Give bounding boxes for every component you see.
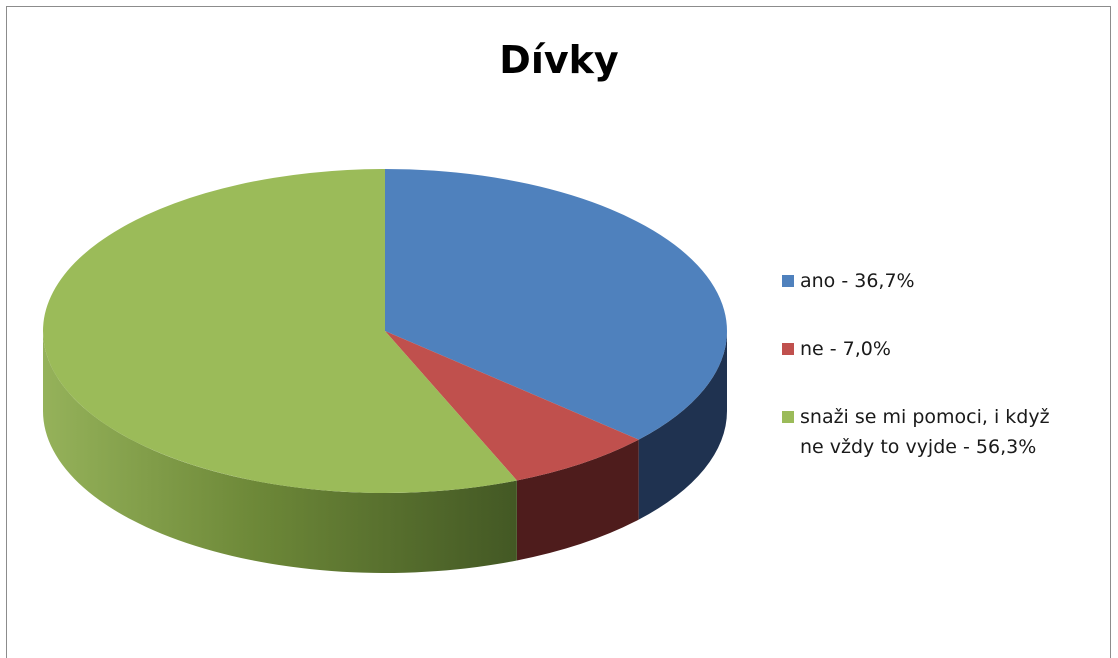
pie-slice-ano — [385, 169, 727, 440]
pie-slice-ne — [385, 331, 639, 481]
legend-item-ne: ne - 7,0% — [778, 334, 1078, 364]
pie-slice-snazi — [43, 169, 517, 493]
chart-legend: ano - 36,7% ne - 7,0% snaži se mi pomoci… — [778, 266, 1078, 500]
legend-label-ne: ne - 7,0% — [800, 338, 891, 360]
legend-item-snazi: snaži se mi pomoci, i když ne vždy to vy… — [778, 402, 1078, 462]
pie-side-snazi — [43, 331, 517, 573]
chart-title: Dívky — [499, 38, 619, 82]
legend-swatch-ano — [782, 275, 794, 287]
pie-side-ne — [516, 439, 639, 561]
legend-item-ano: ano - 36,7% — [778, 266, 1078, 296]
legend-swatch-ne — [782, 343, 794, 355]
pie-side-ano — [638, 331, 727, 520]
legend-swatch-snazi — [782, 411, 794, 423]
legend-label-snazi: snaži se mi pomoci, i když ne vždy to vy… — [800, 406, 1050, 458]
legend-label-ano: ano - 36,7% — [800, 270, 915, 292]
